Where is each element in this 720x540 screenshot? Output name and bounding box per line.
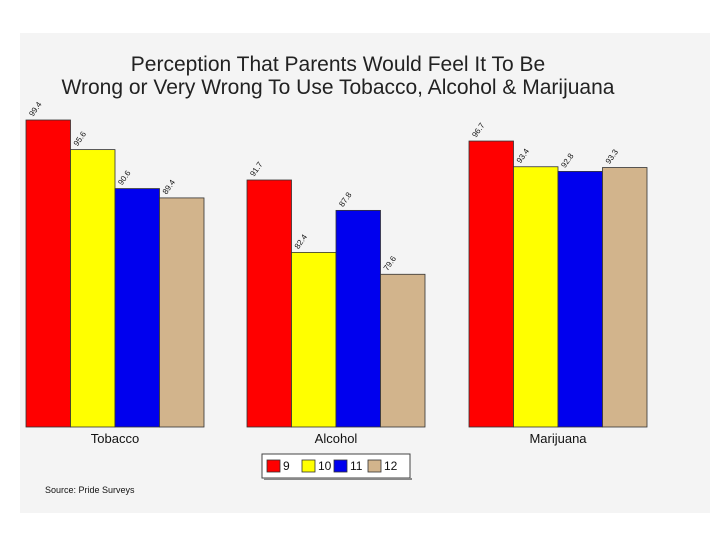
legend-swatch-grade-9 bbox=[266, 459, 281, 473]
value-label-tobacco-grade-12: 89.4 bbox=[161, 178, 178, 196]
legend-label-grade-12: 12 bbox=[384, 459, 398, 473]
value-label-tobacco-grade-9: 99.4 bbox=[27, 100, 44, 118]
bar-tobacco-grade-10 bbox=[70, 149, 116, 428]
value-label-alcohol-grade-12: 79.6 bbox=[382, 254, 399, 272]
legend-shadow bbox=[264, 478, 412, 480]
bar-marijuana-grade-9 bbox=[468, 140, 514, 428]
bar-tobacco-grade-12 bbox=[159, 197, 205, 428]
bar-marijuana-grade-10 bbox=[513, 166, 559, 428]
legend-swatch-grade-11 bbox=[333, 459, 348, 473]
bar-marijuana-grade-11 bbox=[557, 171, 603, 428]
bar-alcohol-grade-10 bbox=[291, 252, 337, 428]
value-label-tobacco-grade-10: 95.6 bbox=[72, 129, 89, 147]
category-labels-layer: Tobacco Alcohol Marijuana bbox=[91, 431, 588, 446]
value-label-alcohol-grade-10: 82.4 bbox=[293, 232, 310, 250]
chart-title-line-1: Perception That Parents Would Feel It To… bbox=[131, 53, 545, 76]
bar-alcohol-grade-9 bbox=[246, 179, 292, 428]
value-label-marijuana-grade-12: 93.3 bbox=[604, 147, 621, 165]
category-label-alcohol: Alcohol bbox=[315, 431, 358, 446]
bar-tobacco-grade-11 bbox=[114, 188, 160, 428]
legend-label-grade-9: 9 bbox=[283, 459, 290, 473]
value-label-marijuana-grade-11: 92.8 bbox=[559, 151, 576, 169]
value-label-marijuana-grade-9: 96.7 bbox=[470, 121, 487, 139]
legend: 9 10 11 12 bbox=[261, 453, 412, 480]
chart-title-line-2: Wrong or Very Wrong To Use Tobacco, Alco… bbox=[62, 76, 615, 99]
legend-swatch-grade-10 bbox=[301, 459, 316, 473]
bar-tobacco-grade-9 bbox=[25, 119, 71, 428]
bars-layer bbox=[25, 119, 648, 428]
legend-label-grade-11: 11 bbox=[350, 459, 363, 473]
bar-marijuana-grade-12 bbox=[602, 167, 648, 428]
bar-alcohol-grade-11 bbox=[335, 209, 381, 428]
source-note: Source: Pride Surveys bbox=[45, 485, 135, 495]
category-label-tobacco: Tobacco bbox=[91, 431, 139, 446]
category-label-marijuana: Marijuana bbox=[529, 431, 587, 446]
value-label-alcohol-grade-9: 91.7 bbox=[248, 160, 265, 178]
legend-label-grade-10: 10 bbox=[318, 459, 332, 473]
bar-alcohol-grade-12 bbox=[380, 273, 426, 428]
legend-swatch-grade-12 bbox=[367, 459, 382, 473]
value-label-marijuana-grade-10: 93.4 bbox=[515, 147, 532, 165]
value-label-tobacco-grade-11: 90.6 bbox=[116, 168, 133, 186]
value-label-alcohol-grade-11: 87.8 bbox=[337, 190, 354, 208]
